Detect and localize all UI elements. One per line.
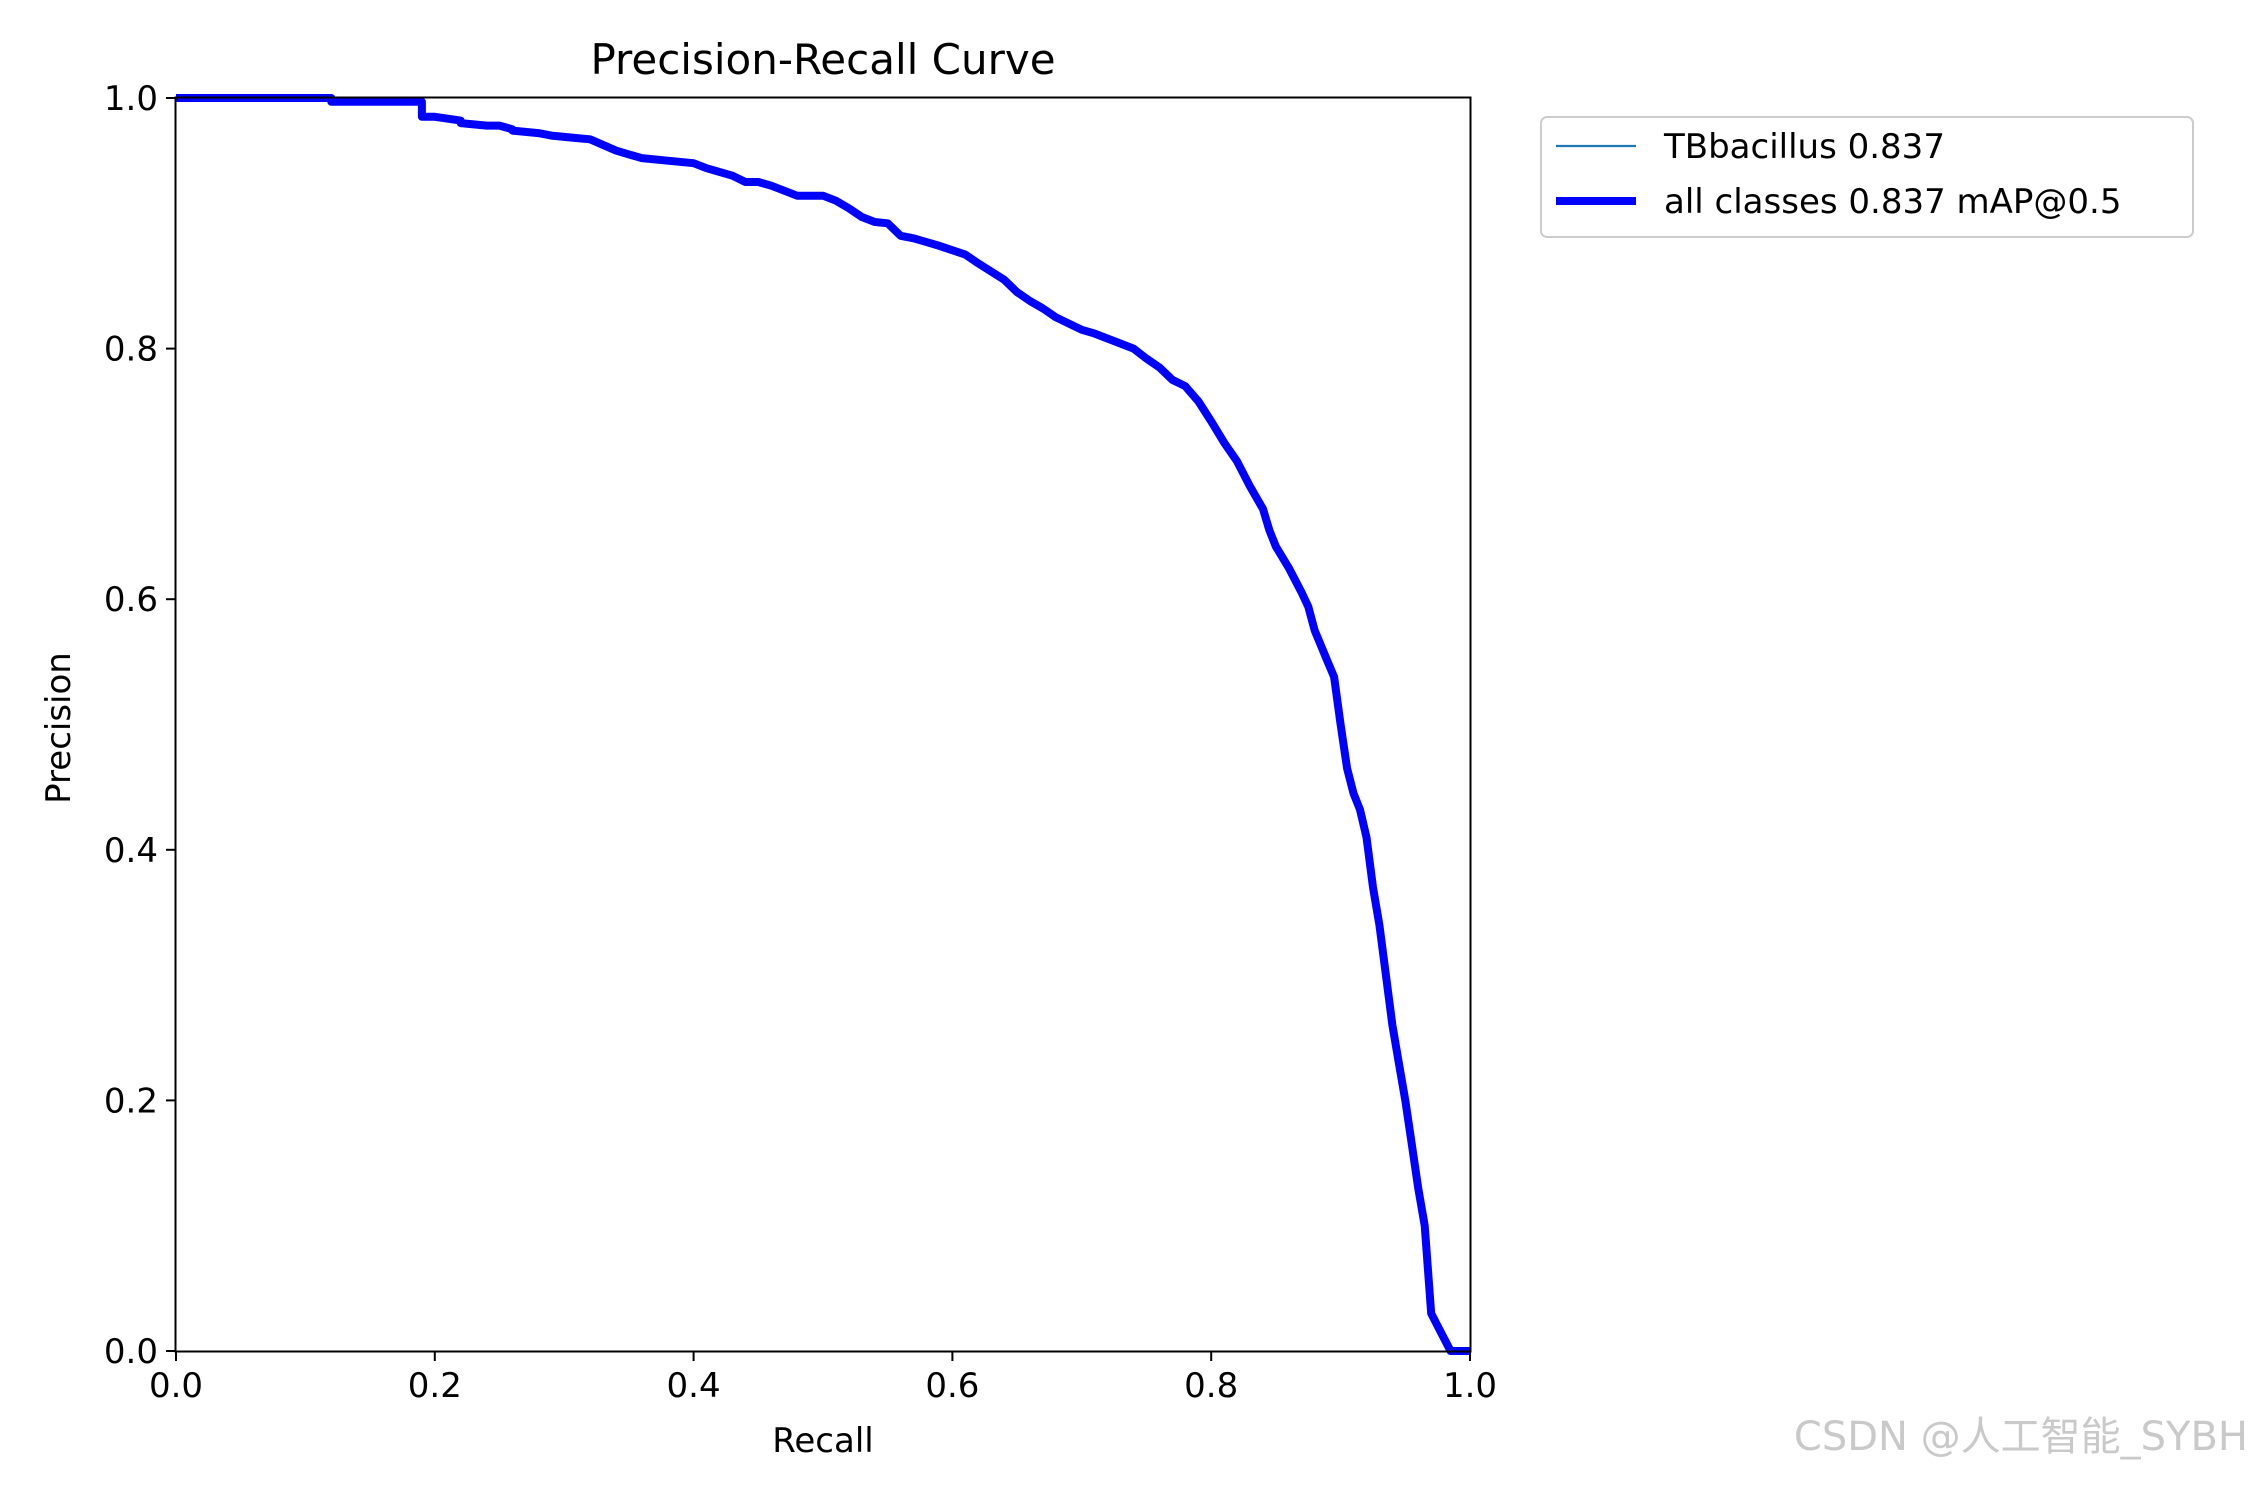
legend-label-tbbacillus: TBbacillus 0.837 [1663,127,1945,167]
legend: TBbacillus 0.837 all classes 0.837 mAP@0… [1540,116,2194,238]
y-tick-label: 0.4 [104,831,158,871]
legend-label-all-classes: all classes 0.837 mAP@0.5 [1664,182,2121,222]
chart-title: Precision-Recall Curve [590,35,1055,84]
y-tick-label: 0.0 [104,1332,158,1372]
y-axis-ticks: 0.0 0.2 0.4 0.6 0.8 1.0 [104,79,176,1372]
series-line-all-classes [176,94,1470,1355]
x-tick-label: 0.6 [925,1366,979,1406]
series-layer [176,94,1470,1355]
x-axis-ticks: 0.0 0.2 0.4 0.6 0.8 1.0 [149,1351,1497,1406]
x-tick-label: 0.4 [667,1366,721,1406]
y-tick-label: 1.0 [104,79,158,119]
x-axis-label: Recall [772,1421,873,1461]
x-tick-label: 0.8 [1184,1366,1238,1406]
legend-box [1540,116,2194,238]
y-axis-label: Precision [39,652,79,804]
watermark-text: CSDN @人工智能_SYBH [1793,1414,2248,1460]
plot-frame [174,96,1472,1353]
y-tick-label: 0.2 [104,1081,158,1121]
x-tick-label: 1.0 [1443,1366,1497,1406]
x-tick-label: 0.2 [408,1366,462,1406]
y-tick-label: 0.8 [104,330,158,370]
x-tick-label: 0.0 [149,1366,203,1406]
y-tick-label: 0.6 [104,580,158,620]
